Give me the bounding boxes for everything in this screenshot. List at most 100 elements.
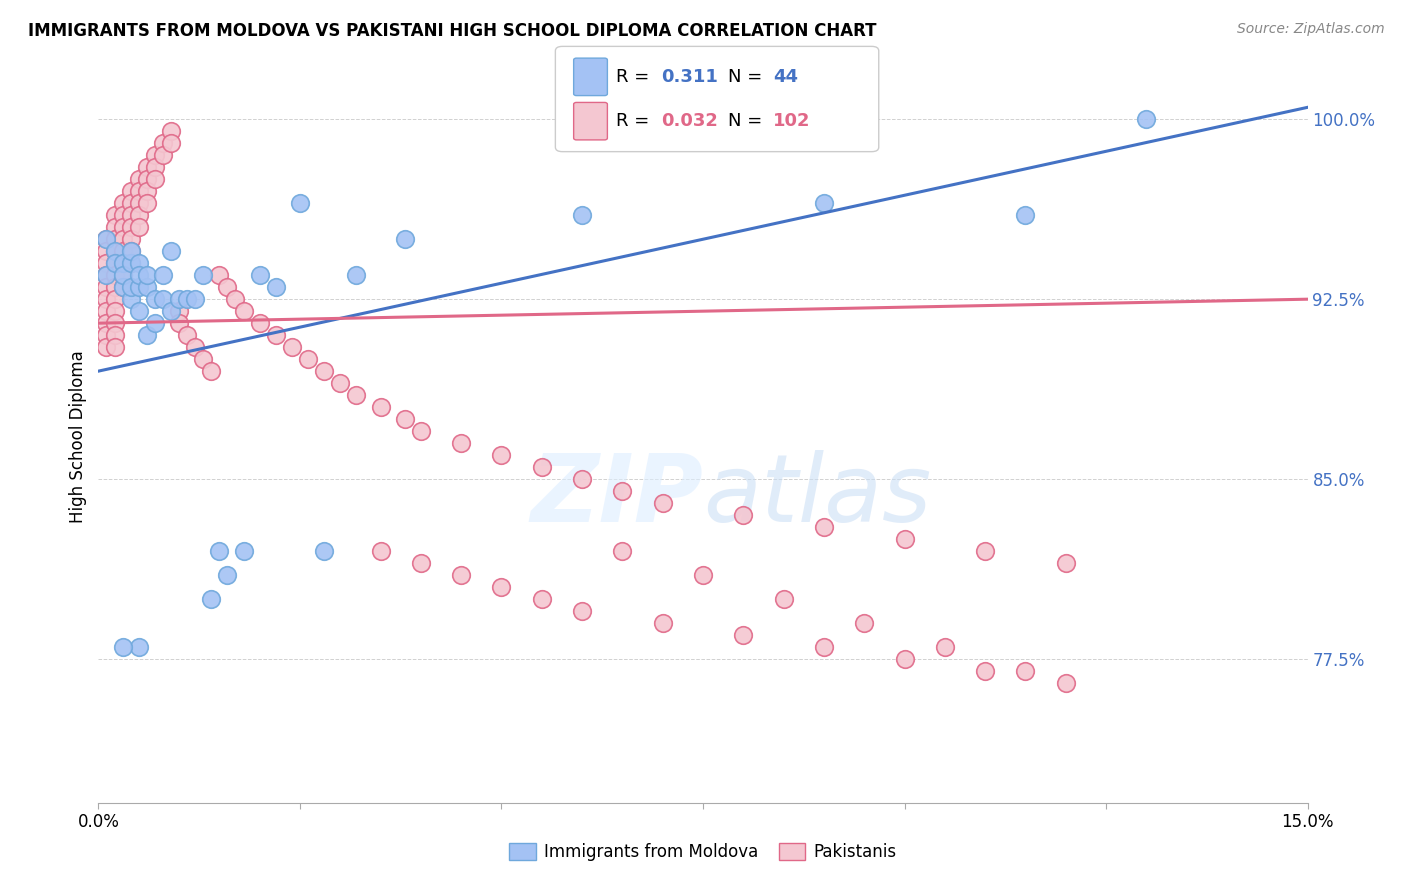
- Point: [135, 328, 157, 343]
- Point: [128, 304, 150, 318]
- Point: [120, 184, 142, 198]
- Point: [128, 256, 150, 270]
- Point: [571, 472, 593, 486]
- Point: [152, 268, 174, 283]
- Point: [232, 304, 254, 318]
- Point: [217, 280, 239, 294]
- Point: [120, 256, 142, 270]
- Point: [394, 232, 416, 246]
- Point: [813, 520, 835, 534]
- Point: [232, 544, 254, 558]
- Point: [264, 280, 287, 294]
- Y-axis label: High School Diploma: High School Diploma: [69, 351, 87, 524]
- Text: IMMIGRANTS FROM MOLDOVA VS PAKISTANI HIGH SCHOOL DIPLOMA CORRELATION CHART: IMMIGRANTS FROM MOLDOVA VS PAKISTANI HIG…: [28, 22, 876, 40]
- Point: [128, 184, 150, 198]
- Point: [733, 628, 755, 642]
- Point: [160, 136, 183, 151]
- Point: [128, 280, 150, 294]
- Point: [571, 208, 593, 222]
- Point: [893, 532, 915, 546]
- Point: [1014, 208, 1036, 222]
- Point: [224, 292, 246, 306]
- Point: [152, 292, 174, 306]
- Point: [208, 544, 231, 558]
- Point: [733, 508, 755, 522]
- Point: [135, 268, 157, 283]
- Point: [143, 172, 166, 186]
- Point: [135, 184, 157, 198]
- Point: [111, 256, 134, 270]
- Point: [120, 220, 142, 235]
- Text: 0.311: 0.311: [661, 68, 717, 86]
- Text: atlas: atlas: [703, 450, 931, 541]
- Point: [111, 280, 134, 294]
- Point: [111, 268, 134, 283]
- Point: [128, 268, 150, 283]
- Point: [217, 568, 239, 582]
- Point: [111, 208, 134, 222]
- Point: [651, 615, 673, 630]
- Point: [651, 496, 673, 510]
- Point: [1054, 676, 1077, 690]
- Point: [193, 268, 215, 283]
- Point: [96, 268, 118, 283]
- Point: [103, 304, 125, 318]
- Point: [128, 640, 150, 654]
- Point: [143, 148, 166, 162]
- Text: N =: N =: [728, 112, 768, 130]
- Point: [143, 316, 166, 330]
- Point: [152, 148, 174, 162]
- Point: [772, 591, 794, 606]
- Point: [530, 460, 553, 475]
- Point: [167, 316, 190, 330]
- Point: [934, 640, 956, 654]
- Point: [297, 352, 319, 367]
- Point: [160, 244, 183, 259]
- Point: [281, 340, 304, 354]
- Point: [450, 568, 472, 582]
- Point: [120, 208, 142, 222]
- Text: ZIP: ZIP: [530, 450, 703, 541]
- Point: [96, 340, 118, 354]
- Point: [120, 232, 142, 246]
- Point: [167, 292, 190, 306]
- Point: [135, 196, 157, 211]
- Point: [96, 268, 118, 283]
- Point: [103, 208, 125, 222]
- Point: [264, 328, 287, 343]
- Point: [135, 172, 157, 186]
- Point: [200, 591, 222, 606]
- Point: [184, 340, 207, 354]
- Text: R =: R =: [616, 112, 655, 130]
- Point: [813, 196, 835, 211]
- Point: [111, 196, 134, 211]
- Point: [394, 412, 416, 426]
- Point: [120, 280, 142, 294]
- Point: [450, 436, 472, 450]
- Point: [128, 220, 150, 235]
- Point: [111, 280, 134, 294]
- Point: [96, 256, 118, 270]
- Point: [103, 340, 125, 354]
- Legend: Immigrants from Moldova, Pakistanis: Immigrants from Moldova, Pakistanis: [503, 836, 903, 868]
- Point: [103, 256, 125, 270]
- Point: [120, 256, 142, 270]
- Point: [288, 196, 311, 211]
- Point: [135, 161, 157, 175]
- Point: [120, 244, 142, 259]
- Point: [111, 232, 134, 246]
- Point: [409, 424, 432, 438]
- Point: [128, 196, 150, 211]
- Point: [111, 220, 134, 235]
- Point: [111, 256, 134, 270]
- Point: [853, 615, 876, 630]
- Point: [96, 232, 118, 246]
- Point: [128, 172, 150, 186]
- Point: [1135, 112, 1157, 127]
- Text: 102: 102: [773, 112, 811, 130]
- Point: [103, 328, 125, 343]
- Point: [612, 544, 634, 558]
- Point: [208, 268, 231, 283]
- Point: [111, 268, 134, 283]
- Point: [96, 280, 118, 294]
